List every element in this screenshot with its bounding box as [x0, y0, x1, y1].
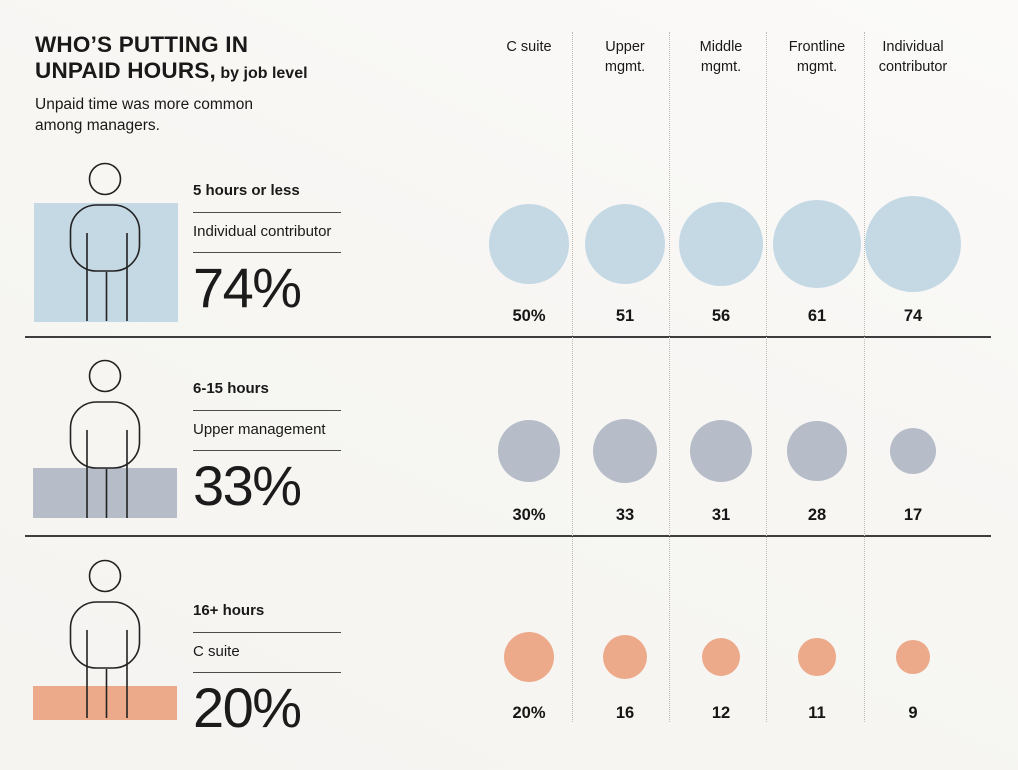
person-icon [69, 162, 141, 321]
highlight-percent-value: 74% [193, 256, 302, 319]
person-head-outline [88, 359, 122, 393]
bubble-value-label: 28 [807, 506, 827, 524]
person-torso-outline [69, 204, 141, 272]
bubble-value-label: 31 [711, 506, 731, 524]
bubble [489, 204, 569, 284]
person-icon [69, 559, 141, 718]
column-divider-3 [766, 32, 767, 722]
bubble-value-label: 51 [615, 307, 635, 325]
bubble [585, 204, 665, 284]
person-torso-outline [69, 401, 141, 469]
bubble-value-label: 50% [512, 307, 546, 325]
chart-title-qualifier: by job level [215, 65, 308, 82]
bubble [787, 421, 847, 481]
row-divider-2 [25, 535, 991, 537]
person-head-outline [88, 559, 122, 593]
column-divider-2 [669, 32, 670, 722]
person-pictogram [30, 559, 180, 720]
chart-title-line2-text: UNPAID HOURS, [35, 58, 216, 83]
bubble-value-label: 33 [615, 506, 635, 524]
bubble [864, 195, 962, 293]
row-legend-1: 5 hours or less Individual contributor 74% [193, 181, 341, 316]
bubble [773, 200, 861, 288]
highlight-group-label: Individual contributor [193, 213, 341, 253]
highlight-percent-value: 33% [193, 454, 302, 517]
bubble [896, 640, 930, 674]
bubble-value-label: 30% [512, 506, 546, 524]
column-divider-4 [863, 32, 865, 722]
bubble-value-label: 9 [908, 704, 918, 722]
highlight-percent-value: 20% [193, 676, 302, 739]
bubble [503, 631, 555, 683]
bubble [498, 420, 560, 482]
bubble [689, 419, 753, 483]
bubble-value-label: 11 [808, 704, 826, 722]
highlight-group-label: Upper management [193, 411, 341, 451]
row-legend-2: 6-15 hours Upper management 33% [193, 379, 341, 514]
bubble-value-label: 16 [615, 704, 635, 722]
bubble [701, 637, 741, 677]
person-highlight-band [33, 686, 177, 720]
bubble [592, 418, 658, 484]
person-head-outline [88, 162, 122, 196]
bubble-value-label: 20% [512, 704, 546, 722]
bubble [679, 202, 763, 286]
bubble-value-label: 56 [711, 307, 731, 325]
person-pictogram [30, 359, 180, 520]
title-block: WHO’S PUTTING IN UNPAID HOURS, by job le… [35, 32, 308, 136]
chart-subtitle: Unpaid time was more common among manage… [35, 94, 308, 136]
person-pictogram [30, 162, 180, 323]
person-torso-outline [69, 601, 141, 669]
column-divider-1 [571, 32, 573, 722]
bubble-value-label: 17 [903, 506, 923, 524]
chart-title-line1: WHO’S PUTTING IN [35, 32, 249, 57]
chart-subtitle-line2: among managers. [35, 117, 160, 134]
row-divider-1 [25, 336, 991, 338]
hours-bucket-label: 16+ hours [193, 601, 341, 633]
bubble [602, 634, 648, 680]
highlight-group-label: C suite [193, 633, 341, 673]
column-header-1: C suite [506, 39, 552, 55]
column-header-2: Upper mgmt. [604, 39, 646, 75]
column-header-5: Individual contributor [878, 39, 948, 75]
bubble-value-label: 74 [903, 307, 923, 325]
chart-subtitle-line1: Unpaid time was more common [35, 96, 253, 113]
column-header-3: Middle mgmt. [699, 39, 743, 75]
row-legend-3: 16+ hours C suite 20% [193, 601, 341, 736]
bubble [889, 427, 937, 475]
person-icon [69, 359, 141, 518]
column-header-4: Frontline mgmt. [788, 39, 846, 75]
hours-bucket-label: 5 hours or less [193, 181, 341, 213]
bubble-value-label: 12 [711, 704, 731, 722]
chart-title-line2: UNPAID HOURS, by job level [35, 58, 308, 87]
person-highlight-band [33, 468, 177, 518]
bubble-value-label: 61 [807, 307, 827, 325]
bubble [798, 638, 836, 676]
hours-bucket-label: 6-15 hours [193, 379, 341, 411]
